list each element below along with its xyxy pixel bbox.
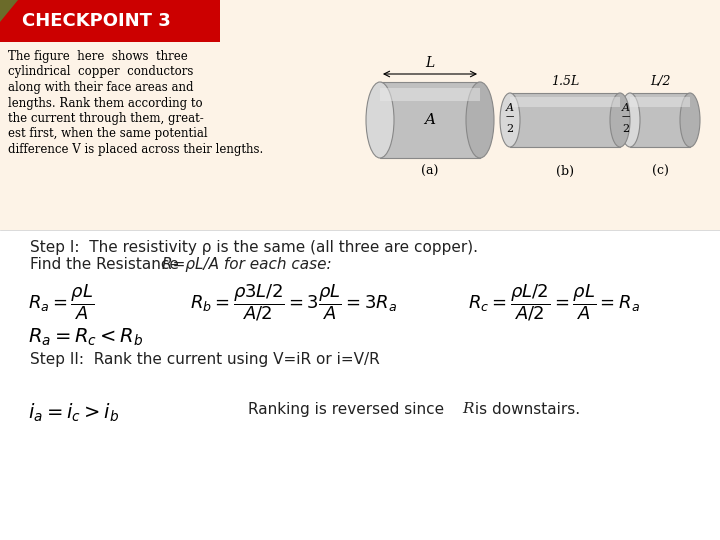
Ellipse shape <box>610 93 630 147</box>
Text: lengths. Rank them according to: lengths. Rank them according to <box>8 97 202 110</box>
Ellipse shape <box>500 93 520 147</box>
Text: L/2: L/2 <box>649 75 670 88</box>
Text: (a): (a) <box>421 165 438 178</box>
Text: The figure  here  shows  three: The figure here shows three <box>8 50 188 63</box>
Text: along with their face areas and: along with their face areas and <box>8 81 194 94</box>
Text: $R_b = \dfrac{\rho 3L / 2}{A/2} = 3\dfrac{\rho L}{A} = 3R_a$: $R_b = \dfrac{\rho 3L / 2}{A/2} = 3\dfra… <box>190 282 397 322</box>
Ellipse shape <box>620 93 640 147</box>
Text: Find the Resistance: Find the Resistance <box>30 257 184 272</box>
Text: 1.5L: 1.5L <box>551 75 579 88</box>
Text: $R_a = R_c < R_b$: $R_a = R_c < R_b$ <box>28 327 143 348</box>
Text: is downstairs.: is downstairs. <box>470 402 580 417</box>
Text: A: A <box>622 103 630 113</box>
Text: Ranking is reversed since: Ranking is reversed since <box>248 402 449 417</box>
Text: A: A <box>506 103 514 113</box>
Text: 2: 2 <box>506 124 513 134</box>
Polygon shape <box>630 93 690 147</box>
Text: —: — <box>506 112 514 122</box>
Text: R: R <box>462 402 474 416</box>
Text: the current through them, great-: the current through them, great- <box>8 112 204 125</box>
Ellipse shape <box>466 82 494 158</box>
Text: —: — <box>622 112 630 122</box>
Polygon shape <box>380 82 480 158</box>
Text: cylindrical  copper  conductors: cylindrical copper conductors <box>8 65 194 78</box>
Text: L: L <box>426 56 435 70</box>
Text: $i_a = i_c > i_b$: $i_a = i_c > i_b$ <box>28 402 119 424</box>
Ellipse shape <box>680 93 700 147</box>
FancyBboxPatch shape <box>0 0 720 230</box>
Polygon shape <box>510 93 620 147</box>
Polygon shape <box>380 87 480 101</box>
Polygon shape <box>630 97 690 106</box>
Ellipse shape <box>366 82 394 158</box>
Text: $R_a = \dfrac{\rho L}{A}$: $R_a = \dfrac{\rho L}{A}$ <box>28 282 94 322</box>
Text: 2: 2 <box>622 124 629 134</box>
Text: CHECKPOINT 3: CHECKPOINT 3 <box>22 12 171 30</box>
Text: est first, when the same potential: est first, when the same potential <box>8 127 207 140</box>
FancyBboxPatch shape <box>0 0 220 42</box>
Polygon shape <box>0 0 18 22</box>
Polygon shape <box>510 97 620 106</box>
Text: Step I:  The resistivity ρ is the same (all three are copper).: Step I: The resistivity ρ is the same (a… <box>30 240 478 255</box>
Text: R=ρL/A for each case:: R=ρL/A for each case: <box>162 257 332 272</box>
Text: difference V is placed across their lengths.: difference V is placed across their leng… <box>8 143 264 156</box>
Text: $R_c = \dfrac{\rho L / 2}{A/2} = \dfrac{\rho L}{A} = R_a$: $R_c = \dfrac{\rho L / 2}{A/2} = \dfrac{… <box>468 282 640 322</box>
Text: (c): (c) <box>652 165 668 178</box>
Text: A: A <box>425 113 436 127</box>
Text: (b): (b) <box>556 165 574 178</box>
Text: Step II:  Rank the current using V=iR or i=V/R: Step II: Rank the current using V=iR or … <box>30 352 379 367</box>
